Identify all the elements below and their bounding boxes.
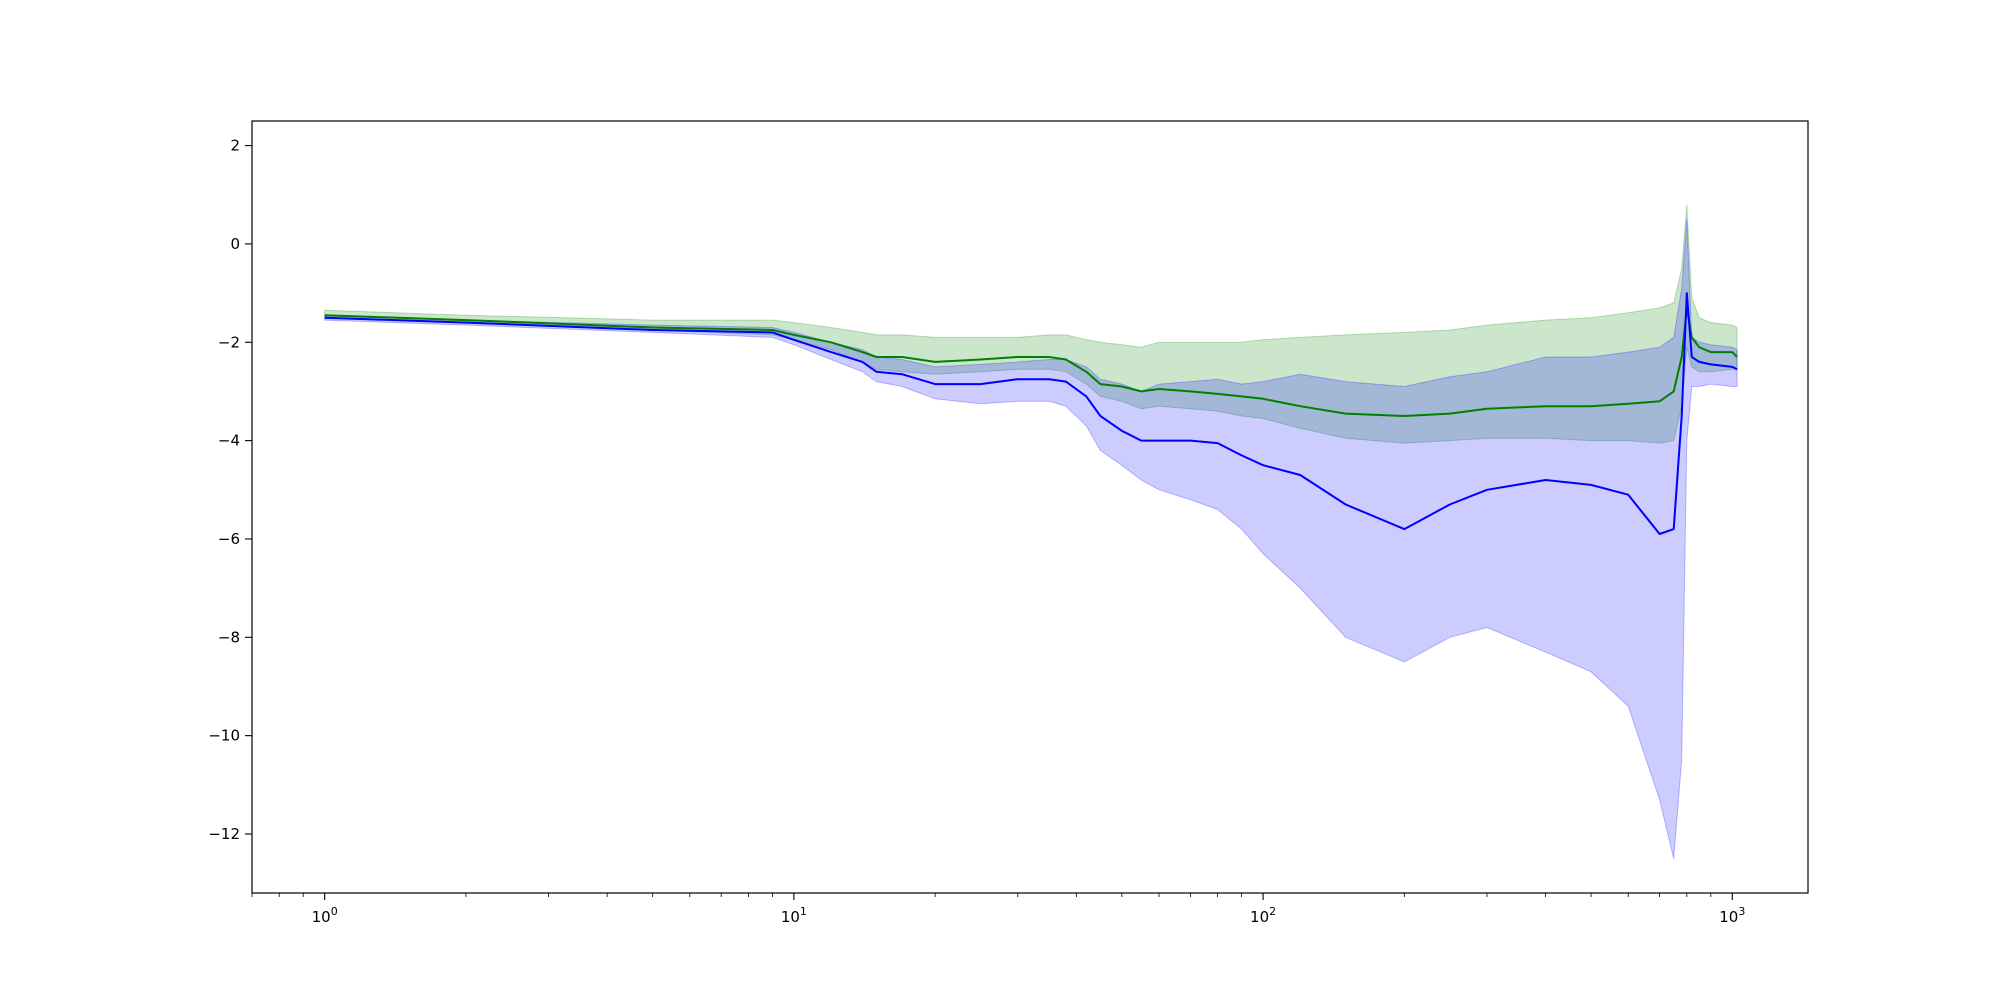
plot-frame <box>251 120 1809 894</box>
series-2-band <box>324 219 1738 859</box>
confidence-bands <box>324 204 1738 859</box>
x-tick-label: 101 <box>781 905 807 926</box>
x-tick-label: 103 <box>1719 905 1745 926</box>
x-axis: 100 101 102 103 <box>251 893 1745 926</box>
y-tick-label: −4 <box>218 432 240 450</box>
series-lines <box>324 292 1738 535</box>
y-tick-label: 2 <box>230 137 240 155</box>
x-tick-label: 100 <box>312 905 338 926</box>
y-tick-label: −12 <box>208 825 240 843</box>
y-tick-label: −6 <box>218 530 240 548</box>
y-tick-label: 0 <box>230 235 240 253</box>
series-1-line <box>324 306 1738 417</box>
y-axis: 2 0 −2 −4 −6 −8 −10 −12 <box>208 137 252 843</box>
series-2-line <box>324 292 1738 535</box>
y-tick-label: −8 <box>218 628 240 646</box>
x-tick-label: 102 <box>1250 905 1276 926</box>
y-tick-label: −10 <box>208 727 240 745</box>
y-tick-label: −2 <box>218 333 240 351</box>
